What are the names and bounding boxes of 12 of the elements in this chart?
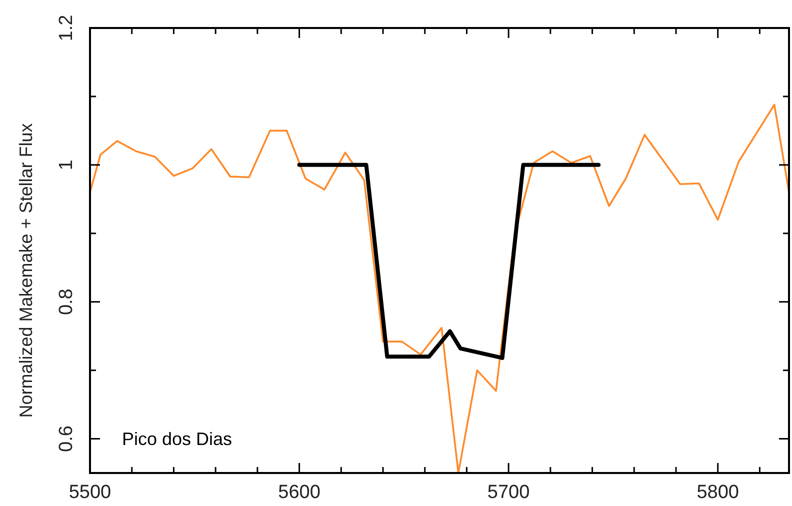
- x-tick-label: 5600: [278, 482, 320, 503]
- y-tick-label: 0.8: [56, 288, 77, 316]
- x-tick-label: 5700: [487, 482, 530, 503]
- line-series: [90, 104, 789, 473]
- line-series: [297, 162, 601, 360]
- annotation: Pico dos Dias: [122, 429, 232, 449]
- y-tick-label: 1: [56, 160, 77, 170]
- y-axis-title: Normalized Makemake + Stellar Flux: [16, 123, 36, 418]
- y-tick-label: 1.2: [56, 14, 77, 42]
- y-tick-label: 0.6: [56, 426, 77, 452]
- x-tick-label: 5500: [68, 482, 112, 503]
- x-tick-label: 5800: [696, 482, 739, 503]
